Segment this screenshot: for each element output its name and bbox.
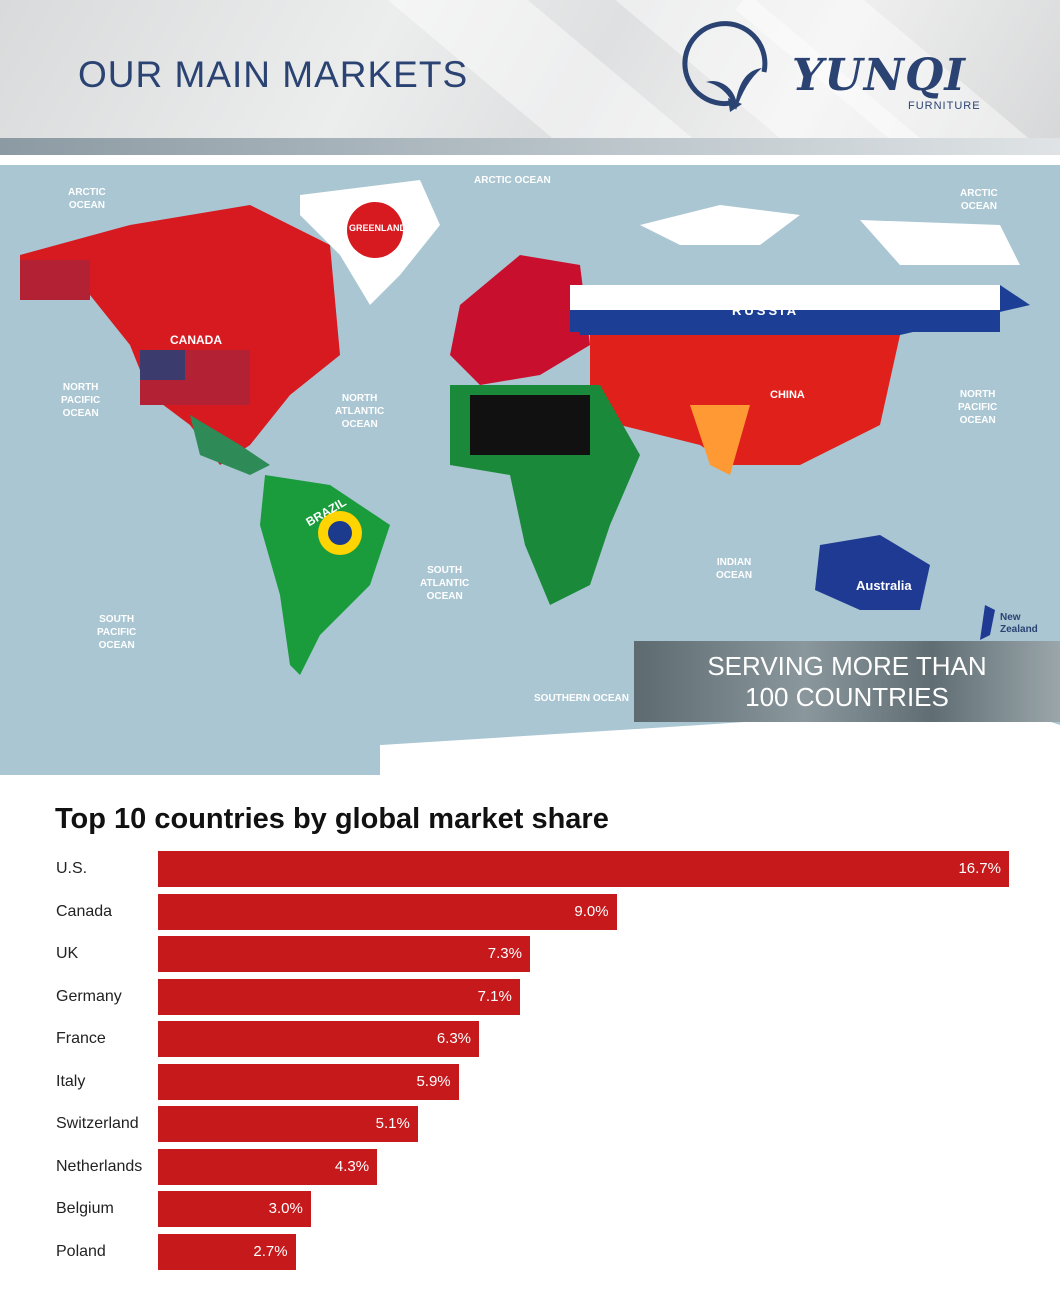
category-label: UK <box>56 945 79 962</box>
ocean-label: ARCTIC OCEAN <box>68 187 106 211</box>
data-label: 3.0% <box>268 1200 303 1217</box>
data-label: 6.3% <box>436 1030 472 1047</box>
data-label: 16.7% <box>958 860 1001 877</box>
india <box>690 405 750 475</box>
data-label: 7.1% <box>477 987 512 1005</box>
asia <box>590 335 900 465</box>
category-label: Belgium <box>56 1200 114 1217</box>
australia <box>815 535 930 610</box>
arctic-islands <box>640 205 1020 265</box>
page-title: OUR MAIN MARKETS <box>78 54 469 95</box>
ocean-label: SOUTHERN OCEAN <box>534 693 630 704</box>
bar <box>158 1191 311 1227</box>
category-label: Netherlands <box>56 1157 143 1175</box>
data-label: 7.3% <box>487 945 522 962</box>
data-label: 2.7% <box>253 1242 288 1260</box>
bar <box>158 1233 296 1270</box>
new-zealand <box>980 605 995 640</box>
country-label: RUSSIA <box>732 303 800 318</box>
bar <box>158 1106 418 1142</box>
serving-line-2: 100 COUNTRIES <box>745 682 949 712</box>
bar <box>158 1063 459 1100</box>
central-america <box>190 415 270 475</box>
bar <box>158 978 520 1015</box>
logo-subtitle: FURNITURE <box>908 100 981 112</box>
world-map: ARCTIC OCEAN ARCTIC OCEAN ARCTIC OCEAN N… <box>0 165 1060 775</box>
country-label: Australia <box>856 578 912 593</box>
ocean-label: INDIAN OCEAN <box>716 557 753 581</box>
bar <box>158 1021 480 1057</box>
category-label: Canada <box>56 902 113 920</box>
data-label: 5.1% <box>375 1115 410 1132</box>
category-label: Germany <box>56 987 122 1005</box>
north-america <box>20 205 340 465</box>
continents <box>20 180 1060 775</box>
country-label: New Zealand <box>1000 612 1038 635</box>
europe <box>450 255 590 385</box>
category-label: Poland <box>56 1242 106 1260</box>
country-label: CANADA <box>170 333 222 347</box>
banner-stripe <box>0 138 1060 155</box>
logo-text: YUNQI <box>792 50 966 101</box>
logo-icon <box>682 21 768 112</box>
ocean-label: NORTH ATLANTIC OCEAN <box>335 393 385 430</box>
country-label: CHINA <box>770 389 805 401</box>
data-label: 4.3% <box>334 1157 370 1175</box>
ocean-label: ARCTIC OCEAN <box>960 188 998 212</box>
bar <box>158 1148 378 1185</box>
data-label: 5.9% <box>416 1072 451 1090</box>
ocean-label: NORTH PACIFIC OCEAN <box>61 382 101 419</box>
ocean-label: SOUTH ATLANTIC OCEAN <box>420 565 470 602</box>
serving-banner: SERVING MORE THAN 100 COUNTRIES <box>634 641 1060 722</box>
data-label: 9.0% <box>574 902 609 920</box>
category-label: U.S. <box>56 860 88 877</box>
ocean-label: ARCTIC OCEAN <box>474 175 551 186</box>
category-label: France <box>56 1030 106 1047</box>
chart-title: Top 10 countries by global market share <box>55 803 609 835</box>
header-banner: OUR MAIN MARKETS YUNQI FURNITURE <box>0 0 1060 155</box>
bar <box>158 851 1009 887</box>
ocean-label: SOUTH PACIFIC OCEAN <box>97 614 137 651</box>
bar <box>158 936 530 972</box>
serving-line-1: SERVING MORE THAN <box>707 651 987 681</box>
bar <box>158 893 617 930</box>
country-label: GREENLAND <box>349 223 407 233</box>
category-label: Italy <box>56 1072 86 1090</box>
category-label: Switzerland <box>56 1115 139 1132</box>
ocean-label: NORTH PACIFIC OCEAN <box>958 389 998 426</box>
antarctica <box>380 705 1060 775</box>
